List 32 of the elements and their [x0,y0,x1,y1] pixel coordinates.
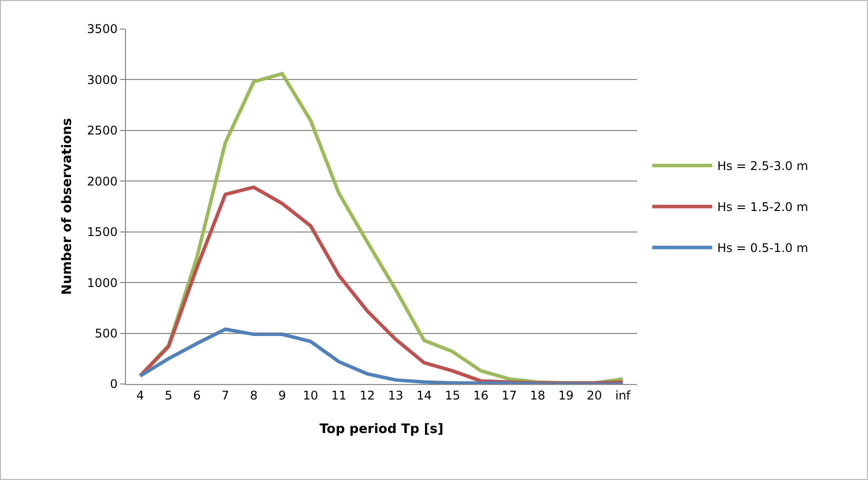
x-tick-label: 14 [416,388,432,402]
x-tick-label: 20 [586,388,602,402]
legend-label: Hs = 2.5-3.0 m [717,159,808,174]
y-tick-label: 3500 [87,22,118,36]
y-axis-title: Number of observations [60,118,76,295]
x-tick-label: 7 [222,388,230,402]
x-tick-label: 17 [502,388,517,402]
line-series [138,327,625,384]
x-axis-title: Top period Tp [s] [320,422,444,437]
x-tick-label: 16 [473,388,488,402]
y-tick-label: 1500 [87,225,118,240]
x-tick-label: 10 [302,388,318,402]
x-tick-label: 12 [360,388,375,402]
x-tick-label: 15 [444,388,460,402]
x-tick-label: 18 [530,388,546,402]
x-tick-label: 19 [558,388,574,402]
x-tick-label: 13 [388,388,404,402]
legend-label: Hs = 0.5-1.0 m [717,241,808,256]
x-tick-label: 6 [193,388,201,402]
y-tick-label: 3000 [87,72,118,87]
legend-label: Hs = 1.5-2.0 m [717,200,808,214]
x-tick-label: 5 [164,388,172,402]
x-tick-label: 8 [250,388,258,402]
x-tick-label: inf [615,388,632,402]
y-tick-label: 1000 [87,276,118,290]
y-tick-label: 500 [94,326,118,340]
x-tick-label: 4 [136,388,144,402]
x-tick-label: 9 [278,388,286,402]
y-tick-label: 2000 [87,174,118,188]
x-tick-label: 11 [331,388,347,402]
y-tick-label: 2500 [87,124,118,138]
y-tick-label: 0 [110,377,118,392]
